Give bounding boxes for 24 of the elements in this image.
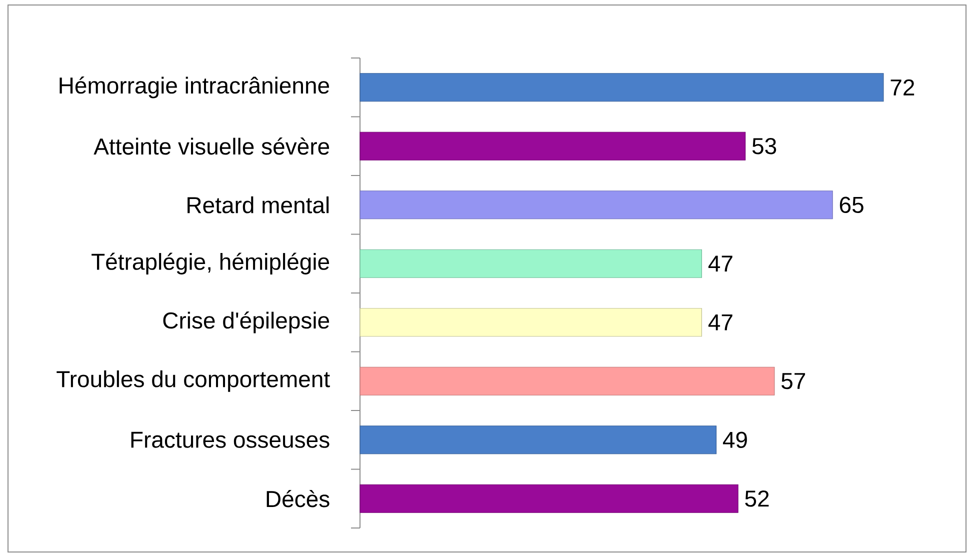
bar — [360, 366, 775, 396]
data-label: 47 — [708, 314, 732, 330]
y-tick-label: Fractures osseuses — [131, 432, 330, 448]
y-tick-label: Retard mental — [188, 196, 329, 214]
y-tick-label: Crise d'épilepsie — [163, 312, 330, 334]
data-label: 53 — [752, 138, 776, 154]
data-label: 49 — [722, 432, 747, 448]
y-tick-label: Hémorragie intracrânienne — [60, 76, 330, 98]
y-tick-label: Troubles du comportement — [56, 370, 330, 392]
bar — [360, 132, 746, 160]
bar — [360, 426, 717, 454]
data-label: 57 — [782, 373, 806, 390]
bar — [360, 308, 702, 337]
y-tick-label: Atteinte visuelle sévère — [94, 138, 330, 155]
data-label: 65 — [840, 196, 864, 214]
bar — [360, 484, 738, 513]
bar — [360, 190, 833, 220]
y-tick-label: Décès — [266, 490, 330, 508]
y-tick-label: Tétraplégie, hémiplégie — [92, 252, 330, 274]
bar — [360, 73, 884, 102]
data-label: 52 — [745, 490, 769, 507]
data-label: 72 — [890, 79, 914, 96]
data-label: 47 — [708, 256, 732, 272]
bar — [360, 249, 702, 278]
